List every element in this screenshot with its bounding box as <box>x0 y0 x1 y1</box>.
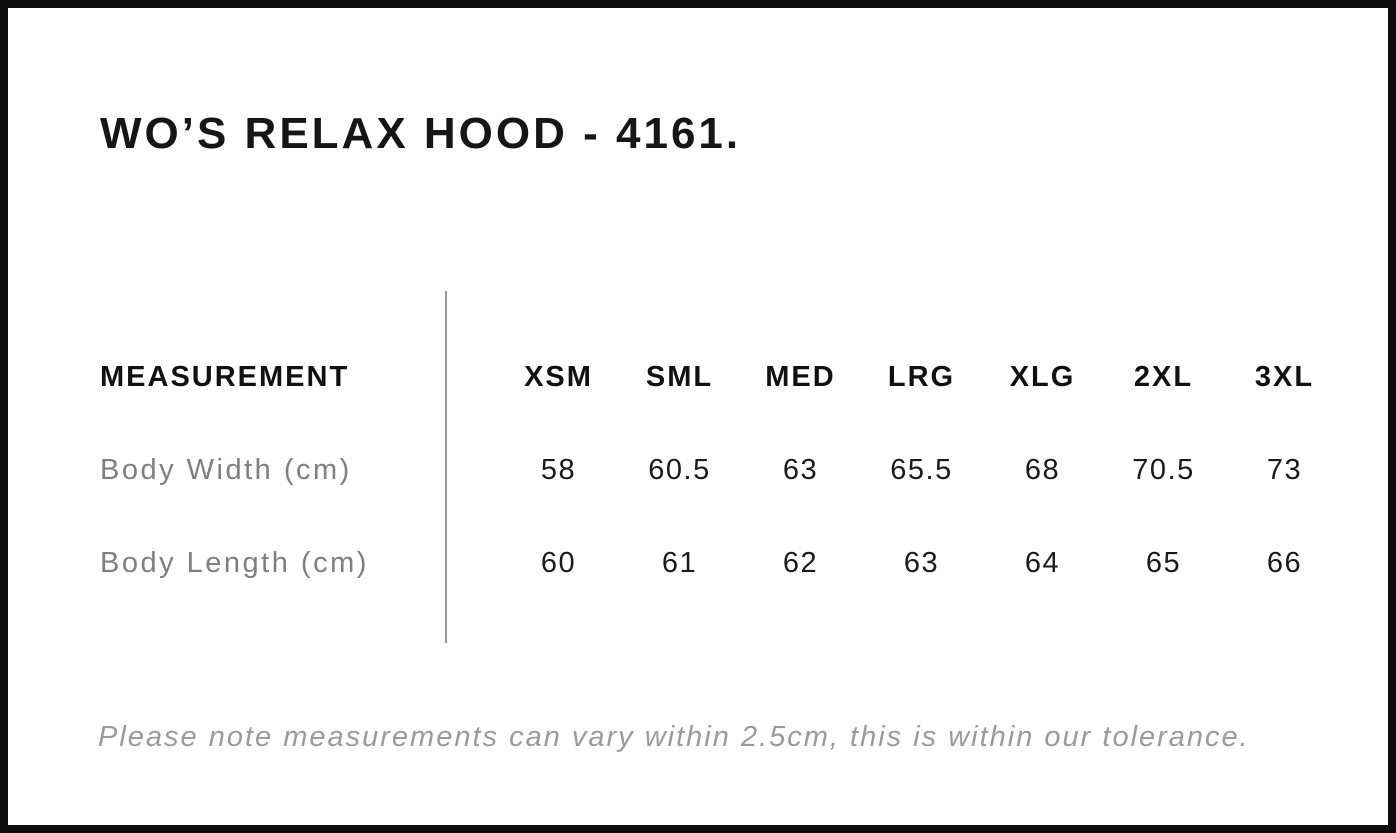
body-width-sml: 60.5 <box>648 454 711 486</box>
size-header-sml: SML <box>645 361 714 393</box>
body-length-3xl: 66 <box>1266 547 1303 579</box>
body-width-xlg: 68 <box>1024 454 1061 486</box>
body-length-lrg: 63 <box>903 547 940 579</box>
body-length-xsm: 60 <box>540 547 577 579</box>
body-length-2xl: 65 <box>1145 547 1182 579</box>
body-width-lrg: 65.5 <box>890 454 953 486</box>
body-length-med: 62 <box>782 547 819 579</box>
body-width-3xl: 73 <box>1266 454 1303 486</box>
row-label-body-length: Body Length (cm) <box>100 547 369 579</box>
size-header-xlg: XLG <box>1009 361 1076 393</box>
size-header-2xl: 2XL <box>1133 361 1194 393</box>
body-width-2xl: 70.5 <box>1132 454 1195 486</box>
body-length-xlg: 64 <box>1024 547 1061 579</box>
size-header-med: MED <box>765 361 836 393</box>
body-length-sml: 61 <box>661 547 698 579</box>
size-header-lrg: LRG <box>887 361 956 393</box>
tolerance-note: Please note measurements can vary within… <box>98 721 1250 753</box>
page-title: WO’S RELAX HOOD - 4161. <box>100 109 742 158</box>
size-table: MEASUREMENT XSM SML MED LRG XLG 2XL 3XL … <box>100 331 1345 610</box>
measurement-column-header: MEASUREMENT <box>100 361 350 393</box>
table-divider <box>445 291 447 643</box>
body-width-xsm: 58 <box>540 454 577 486</box>
row-label-body-width: Body Width (cm) <box>100 454 352 486</box>
size-header-xsm: XSM <box>524 361 593 393</box>
size-header-3xl: 3XL <box>1254 361 1315 393</box>
body-width-med: 63 <box>782 454 819 486</box>
